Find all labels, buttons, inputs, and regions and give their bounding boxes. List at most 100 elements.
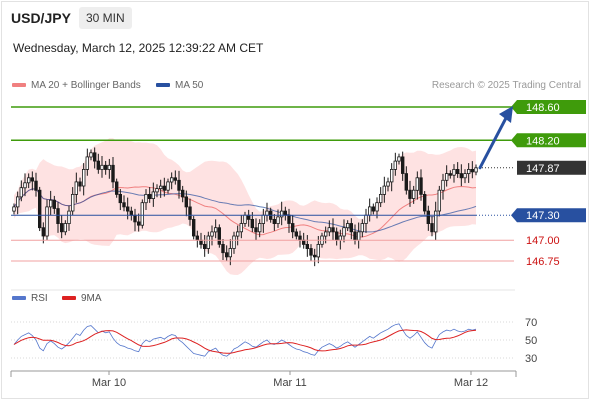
bollinger-band	[14, 138, 476, 275]
candle-body-down	[136, 221, 141, 226]
ma20-swatch	[12, 83, 26, 88]
candle	[279, 201, 284, 226]
timeframe-badge[interactable]: 30 MIN	[79, 7, 132, 29]
x-tick-label: Mar 12	[454, 377, 488, 389]
candle-body-up	[210, 231, 214, 237]
candle-body-up	[206, 235, 210, 249]
candle	[191, 216, 196, 240]
candle	[415, 171, 419, 200]
candle	[78, 177, 82, 192]
candle	[290, 215, 295, 239]
ma20-label: MA 20 + Bollinger Bands	[31, 80, 141, 91]
candle-body-up	[389, 168, 394, 183]
candle-body-up	[360, 223, 364, 233]
candle-body-down	[133, 214, 137, 223]
rsi-swatch	[12, 296, 26, 301]
candle-body-down	[448, 173, 452, 176]
candle	[158, 179, 163, 198]
candle-body-up	[158, 185, 163, 190]
candle-body-up	[415, 177, 419, 191]
candle	[82, 163, 86, 196]
candle-body-up	[345, 223, 350, 229]
projection-arrow-head	[499, 106, 513, 123]
candle	[155, 184, 159, 198]
candle-body-up	[63, 223, 67, 233]
resistance-tag-label: 148.20	[526, 135, 560, 147]
candle-body-up	[144, 193, 148, 204]
candle	[45, 199, 49, 241]
candles-group	[12, 147, 478, 267]
candle	[371, 203, 375, 215]
candle	[470, 161, 474, 179]
rsi-label: RSI	[31, 293, 48, 304]
candle	[411, 185, 416, 204]
pivot-tag-bg	[511, 208, 586, 223]
legend-ma50: MA 50	[156, 80, 203, 91]
candle-body-down	[78, 181, 82, 187]
candle-body-down	[122, 202, 126, 208]
candle-body-up	[342, 227, 346, 237]
candle	[276, 209, 280, 228]
candle-body-up	[71, 193, 75, 212]
candle-body-up	[452, 168, 456, 176]
candle-body-up	[441, 179, 445, 191]
candle	[382, 176, 386, 203]
candle	[221, 239, 225, 261]
candle	[206, 231, 210, 254]
candle	[144, 189, 148, 211]
candle	[15, 191, 20, 215]
candle	[272, 214, 276, 231]
candle-body-up	[155, 188, 159, 193]
candle	[63, 220, 67, 236]
candle-body-up	[232, 235, 236, 249]
candle-body-down	[191, 218, 196, 237]
candle-body-up	[364, 214, 368, 224]
candle-body-down	[331, 227, 335, 233]
candle-body-up	[151, 191, 155, 199]
candle	[100, 155, 104, 178]
rsi-ma-line	[13, 329, 477, 354]
candle-body-down	[115, 181, 119, 195]
candle-body-down	[298, 235, 302, 241]
candle	[38, 186, 42, 232]
candle-body-up	[393, 160, 397, 170]
resistance-tag-label: 148.60	[526, 102, 560, 114]
candle-body-down	[184, 196, 188, 208]
candle-body-up	[166, 181, 170, 191]
candle-body-down	[334, 231, 339, 241]
candle	[19, 180, 23, 202]
candle-body-down	[93, 152, 97, 162]
candle	[404, 166, 408, 195]
support-label: 147.00	[526, 235, 560, 247]
legend-rsi: RSI	[12, 293, 48, 304]
ma50-label: MA 50	[175, 80, 204, 91]
candle	[147, 187, 152, 203]
candle-body-up	[49, 199, 53, 208]
candle-body-up	[433, 210, 438, 233]
ma9-swatch	[62, 296, 76, 301]
candle-body-down	[129, 210, 133, 216]
candle-body-down	[404, 173, 408, 191]
candle-body-down	[419, 177, 423, 195]
credit-text: Research © 2025 Trading Central	[431, 80, 581, 91]
candle-body-up	[169, 177, 174, 183]
candle-body-up	[382, 185, 386, 195]
candle	[294, 228, 298, 240]
candle	[56, 202, 60, 233]
candle-body-up	[23, 182, 27, 189]
candle	[115, 178, 119, 198]
candle-body-down	[111, 164, 115, 183]
rsi-tick-label: 70	[525, 317, 537, 329]
candle	[345, 220, 350, 232]
candle	[173, 170, 177, 185]
candle-body-up	[265, 210, 269, 216]
candle-body-up	[12, 206, 16, 212]
candle	[466, 163, 471, 183]
candle	[151, 182, 155, 207]
candle	[60, 215, 64, 239]
candle	[408, 180, 412, 207]
candle-body-up	[323, 231, 328, 237]
candle	[360, 219, 364, 238]
candle-body-down	[126, 206, 130, 212]
